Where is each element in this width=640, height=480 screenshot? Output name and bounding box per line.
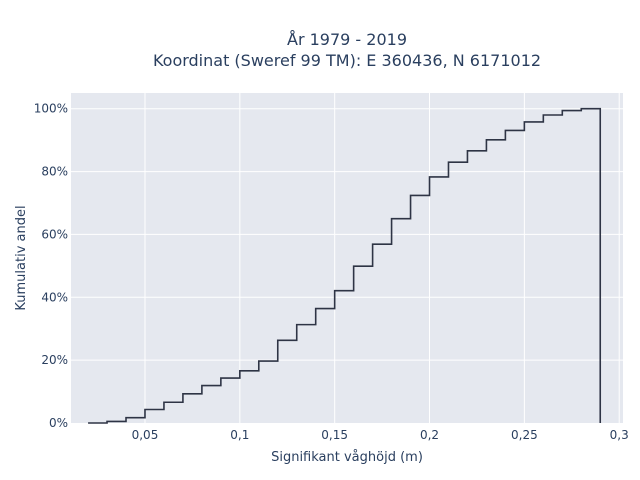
gridlines bbox=[71, 93, 623, 423]
chart-title-line-1: År 1979 - 2019 bbox=[287, 30, 407, 49]
chart-title-line-2: Koordinat (Sweref 99 TM): E 360436, N 61… bbox=[153, 51, 541, 70]
x-axis-ticks: 0,05 0,1 0,15 0,2 0,25 0,3 bbox=[132, 428, 629, 442]
y-tick-label: 80% bbox=[41, 165, 68, 179]
x-tick-label: 0,3 bbox=[610, 428, 629, 442]
y-tick-label: 60% bbox=[41, 227, 68, 241]
y-tick-label: 20% bbox=[41, 353, 68, 367]
x-tick-label: 0,15 bbox=[321, 428, 348, 442]
plot-area bbox=[71, 93, 623, 423]
x-tick-label: 0,1 bbox=[230, 428, 249, 442]
x-axis-label: Signifikant våghöjd (m) bbox=[271, 450, 423, 465]
y-tick-label: 40% bbox=[41, 290, 68, 304]
y-axis-ticks: 0% 20% 40% 60% 80% 100% bbox=[34, 102, 68, 430]
cumulative-step-line bbox=[88, 107, 602, 424]
y-axis-label: Kumulativ andel bbox=[14, 205, 29, 310]
x-tick-label: 0,2 bbox=[420, 428, 439, 442]
y-tick-label: 100% bbox=[34, 102, 68, 116]
y-tick-label: 0% bbox=[49, 416, 68, 430]
x-tick-label: 0,25 bbox=[511, 428, 538, 442]
x-tick-label: 0,05 bbox=[132, 428, 159, 442]
